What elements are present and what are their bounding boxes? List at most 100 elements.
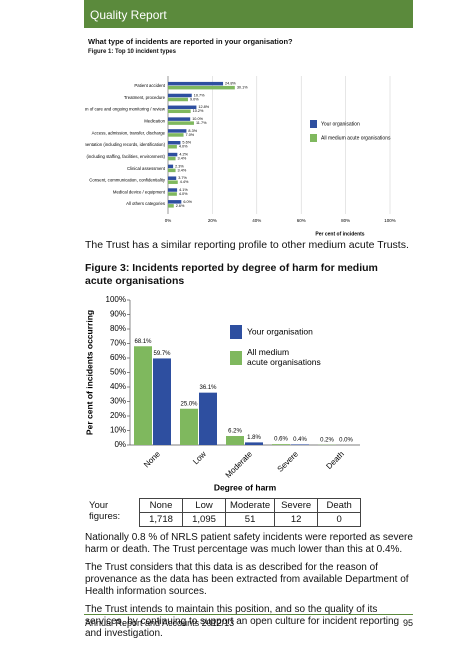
y-tick-label: 0% [114, 440, 126, 449]
value-label: 3.4% [178, 157, 187, 161]
header-cell: Low [183, 499, 226, 513]
footer-rule [84, 614, 413, 615]
x-tick-label: Death [324, 450, 345, 471]
y-tick-label: 40% [110, 382, 126, 391]
x-tick-label: Low [191, 449, 208, 466]
legend-swatch [230, 351, 242, 365]
y-tick-label: 30% [110, 397, 126, 406]
value-label: 4.4% [180, 180, 189, 184]
value-label: 10.2% [193, 109, 204, 113]
row-label: Your figures: [85, 499, 140, 527]
figure3-chart: 0%10%20%30%40%50%60%70%80%90%100%Per cen… [80, 295, 380, 495]
footer-left: Annual Report and Accounts 2012/13 [85, 618, 234, 628]
value-label: 11.7% [196, 121, 207, 125]
x-axis-label: Degree of harm [214, 482, 277, 492]
y-tick-label: 60% [110, 353, 126, 362]
category-label: Patient accident [134, 83, 165, 88]
x-tick-label: Severe [276, 449, 301, 474]
header-cell: None [140, 499, 183, 513]
x-tick-label: 100% [384, 218, 396, 223]
bar [245, 442, 263, 445]
y-axis-label: Per cent of incidents occurring [84, 310, 94, 435]
value-label: 24.8% [225, 82, 236, 86]
paragraph: The Trust has a similar reporting profil… [85, 239, 409, 251]
bar [168, 176, 176, 180]
cell: 51 [226, 513, 275, 527]
value-label: 7.0% [186, 133, 195, 137]
bar [168, 204, 174, 208]
bar [134, 346, 152, 445]
bar [168, 153, 177, 157]
value-label: 0.0% [339, 438, 353, 444]
y-tick-label: 100% [106, 295, 126, 304]
category-label: Medication [144, 119, 165, 124]
bar [168, 145, 177, 149]
bar [168, 94, 192, 98]
category-label: Medical device / equipment [113, 189, 166, 194]
x-tick-label: Moderate [224, 449, 255, 480]
value-label: 68.1% [134, 339, 152, 345]
bar [168, 180, 178, 184]
paragraphs: Nationally 0.8 % of NRLS patient safety … [85, 532, 415, 646]
y-tick-label: 20% [110, 411, 126, 420]
category-label: Documentation (including records, identi… [85, 142, 166, 147]
y-tick-label: 10% [110, 426, 126, 435]
category-label: Access, admission, transfer, discharge [92, 130, 166, 135]
page-number: 95 [403, 618, 413, 628]
value-label: 6.0% [183, 200, 192, 204]
category-label: All others categories [126, 201, 165, 206]
cell: 1,095 [183, 513, 226, 527]
x-tick-label: 0% [165, 218, 172, 223]
cell: 12 [275, 513, 318, 527]
bar [180, 409, 198, 445]
figure1-heading: What type of incidents are reported in y… [88, 37, 293, 46]
bar [168, 157, 176, 161]
bar [168, 86, 235, 90]
x-tick-label: 20% [208, 218, 217, 223]
value-label: 30.1% [237, 86, 248, 90]
header-title: Quality Report [90, 8, 167, 22]
header-cell: Moderate [226, 499, 275, 513]
value-label: 3.4% [178, 168, 187, 172]
bar [226, 436, 244, 445]
category-label: Infrastructure (including staffing, faci… [85, 154, 166, 159]
paragraph: The Trust considers that this data is as… [85, 562, 415, 598]
bar [168, 117, 190, 121]
bar [168, 188, 177, 192]
paragraph: Nationally 0.8 % of NRLS patient safety … [85, 532, 415, 556]
bar [168, 98, 188, 102]
legend-swatch [310, 120, 317, 128]
x-tick-label: None [142, 449, 162, 469]
value-label: 4.0% [179, 192, 188, 196]
x-tick-label: 40% [252, 218, 261, 223]
value-label: 36.1% [199, 385, 217, 391]
category-label: Treatment, procedure [124, 95, 166, 100]
bar [291, 444, 309, 445]
value-label: 59.7% [153, 351, 171, 357]
x-tick-label: 60% [297, 218, 306, 223]
bar [168, 129, 186, 133]
legend-swatch [230, 325, 242, 339]
cell: 0 [318, 513, 361, 527]
x-tick-label: 80% [341, 218, 350, 223]
bar [168, 169, 176, 173]
y-tick-label: 50% [110, 368, 126, 377]
header-cell: Severe [275, 499, 318, 513]
cell: 1,718 [140, 513, 183, 527]
legend-label: Your organisation [247, 326, 313, 336]
value-label: 2.6% [176, 204, 185, 208]
y-tick-label: 80% [110, 324, 126, 333]
bar [153, 358, 171, 445]
value-label: 0.4% [293, 437, 307, 443]
category-label: Implementation of care and ongoing monit… [85, 107, 166, 112]
category-label: Consent, communication, confidentiality [89, 178, 166, 183]
figure3-title: Figure 3: Incidents reported by degree o… [85, 262, 385, 288]
value-label: 0.2% [320, 437, 334, 443]
figure1-chart: 0%20%40%60%80%100%Per cent of incidentsP… [85, 58, 425, 243]
value-label: 1.8% [247, 435, 261, 441]
value-label: 25.0% [180, 401, 198, 407]
